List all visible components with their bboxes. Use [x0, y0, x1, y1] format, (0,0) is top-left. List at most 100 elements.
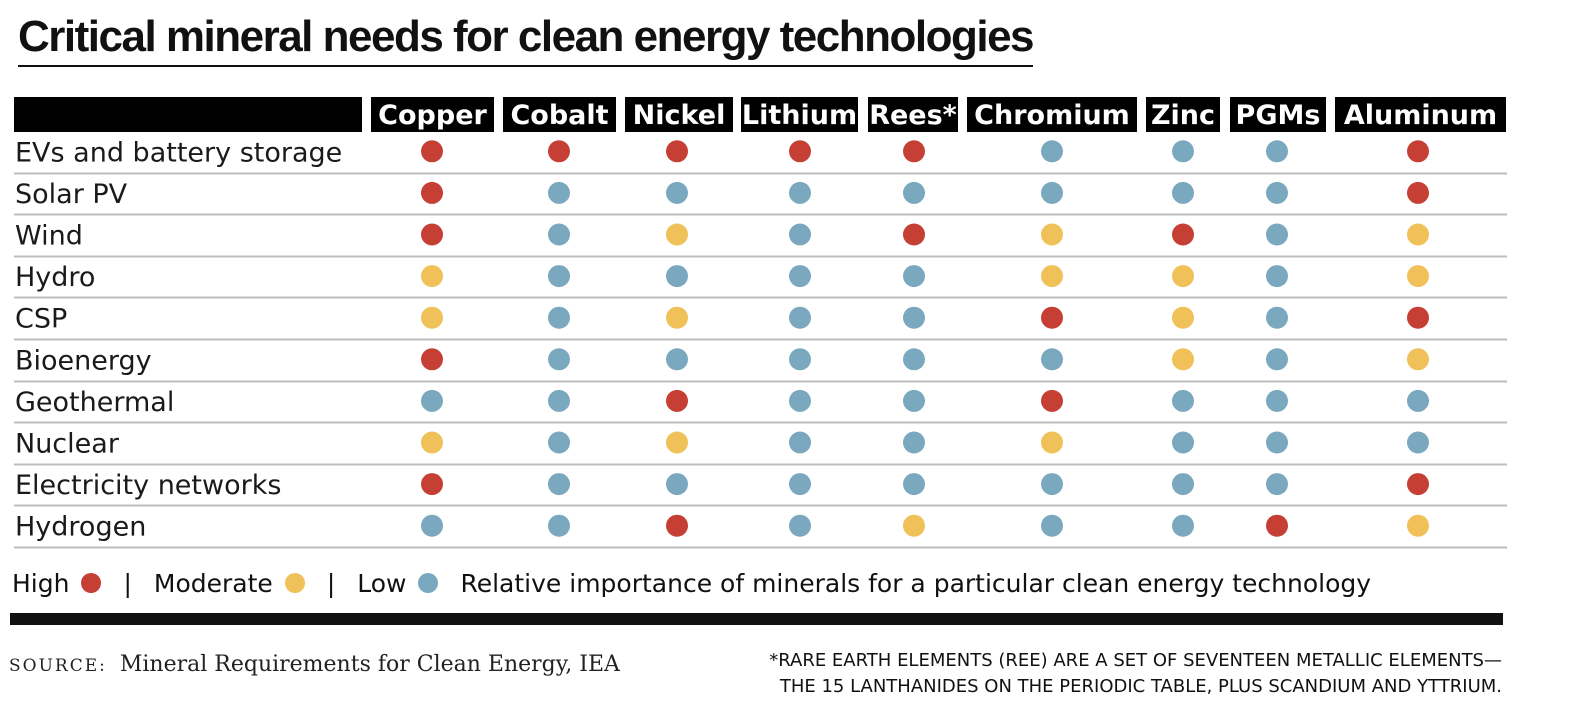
importance-dot: [1041, 514, 1063, 537]
row-label: Electricity networks: [15, 470, 281, 501]
importance-dot: [1172, 514, 1194, 537]
importance-dot: [1407, 389, 1429, 412]
importance-dot: [789, 265, 811, 288]
row-label: Nuclear: [15, 429, 120, 460]
column-header-label: Zinc: [1151, 100, 1215, 131]
legend-moderate-label: Moderate: [153, 568, 273, 598]
importance-dot: [421, 223, 443, 246]
column-header-box: [371, 97, 494, 132]
footnote-line-2: THE 15 LANTHANIDES ON THE PERIODIC TABLE…: [779, 676, 1502, 697]
importance-dot: [789, 223, 811, 246]
importance-dot: [1407, 514, 1429, 537]
importance-dot: [903, 306, 925, 329]
importance-dot: [1266, 181, 1288, 204]
row-rules: [14, 172, 1507, 549]
importance-dot: [903, 389, 925, 412]
importance-dot: [1172, 306, 1194, 329]
importance-dot: [421, 181, 443, 204]
source-prefix: SOURCE:: [9, 656, 107, 676]
importance-dot: [548, 181, 570, 204]
legend-separator: |: [123, 568, 132, 598]
importance-dot: [421, 514, 443, 537]
importance-dot: [789, 306, 811, 329]
importance-dot: [666, 140, 688, 163]
importance-dot: [421, 140, 443, 163]
importance-dot: [1266, 348, 1288, 371]
importance-dot: [548, 265, 570, 288]
importance-dot: [903, 181, 925, 204]
column-header-box: [741, 97, 858, 132]
column-header-label: Lithium: [742, 100, 857, 131]
importance-dot: [1172, 181, 1194, 204]
importance-dot: [1266, 265, 1288, 288]
importance-dot: [548, 514, 570, 537]
column-header-label: Aluminum: [1344, 100, 1497, 131]
column-header-label: Cobalt: [510, 100, 608, 131]
importance-dot: [1266, 473, 1288, 496]
importance-dot: [1407, 265, 1429, 288]
column-header-box: [1335, 97, 1506, 132]
importance-dot: [1407, 140, 1429, 163]
chart-title: Critical mineral needs for clean energy …: [18, 10, 1035, 67]
importance-dot: [903, 223, 925, 246]
importance-dot: [1041, 389, 1063, 412]
importance-dot: [548, 306, 570, 329]
importance-dot: [1266, 514, 1288, 537]
importance-dot: [1172, 389, 1194, 412]
importance-dot: [1041, 348, 1063, 371]
row-labels: EVs and battery storage Solar PV Wind Hydro…: [15, 137, 342, 542]
row-label: Geothermal: [15, 387, 174, 418]
column-header-label: Copper: [378, 100, 487, 131]
source-note: SOURCE: Mineral Requirements for Clean E…: [9, 652, 620, 677]
legend-moderate-dot: [284, 573, 305, 593]
importance-dot: [666, 223, 688, 246]
importance-dot: [1407, 306, 1429, 329]
importance-dot: [666, 348, 688, 371]
mineral-matrix: Copper Cobalt Nickel Lithium Rees* Chromium Zi…: [14, 97, 1507, 549]
importance-dot: [903, 140, 925, 163]
importance-dot: [1266, 140, 1288, 163]
importance-dot: [666, 389, 688, 412]
column-header-label: Nickel: [633, 100, 726, 131]
header-label-cell: [14, 97, 362, 132]
importance-dot: [1041, 306, 1063, 329]
importance-dot: [789, 473, 811, 496]
importance-dot: [1407, 473, 1429, 496]
row-label: CSP: [15, 304, 67, 335]
importance-dot: [1407, 223, 1429, 246]
row-label: Hydro: [15, 262, 95, 293]
importance-dot: [789, 348, 811, 371]
importance-dot: [1172, 265, 1194, 288]
importance-dot: [1041, 140, 1063, 163]
importance-dot: [1041, 265, 1063, 288]
footnote-line-1: *RARE EARTH ELEMENTS (REE) ARE A SET OF …: [769, 650, 1502, 671]
importance-dot: [421, 348, 443, 371]
importance-dot: [548, 348, 570, 371]
importance-dot: [789, 181, 811, 204]
importance-dot: [1266, 389, 1288, 412]
importance-dot: [548, 223, 570, 246]
row-label: Wind: [15, 221, 83, 252]
importance-dot: [1172, 473, 1194, 496]
importance-dot: [666, 181, 688, 204]
importance-dot: [789, 431, 811, 454]
row-label: EVs and battery storage: [15, 137, 342, 168]
column-header-box: [967, 97, 1137, 132]
legend-high-label: High: [12, 568, 70, 598]
source-text: Mineral Requirements for Clean Energy, I…: [119, 652, 620, 677]
importance-dot: [1172, 140, 1194, 163]
importance-dot: [1266, 306, 1288, 329]
importance-dot: [548, 140, 570, 163]
importance-dot: [789, 140, 811, 163]
column-header-box: [868, 97, 958, 132]
importance-dot: [1172, 223, 1194, 246]
column-header-label: Rees*: [869, 100, 957, 131]
importance-dot: [1041, 473, 1063, 496]
importance-dot: [548, 473, 570, 496]
legend-low-dot: [418, 573, 439, 593]
importance-dot: [548, 389, 570, 412]
row-label: Hydrogen: [15, 512, 146, 543]
importance-dot: [421, 473, 443, 496]
footnote: *RARE EARTH ELEMENTS (REE) ARE A SET OF …: [769, 648, 1502, 700]
bottom-rule: [10, 613, 1503, 625]
